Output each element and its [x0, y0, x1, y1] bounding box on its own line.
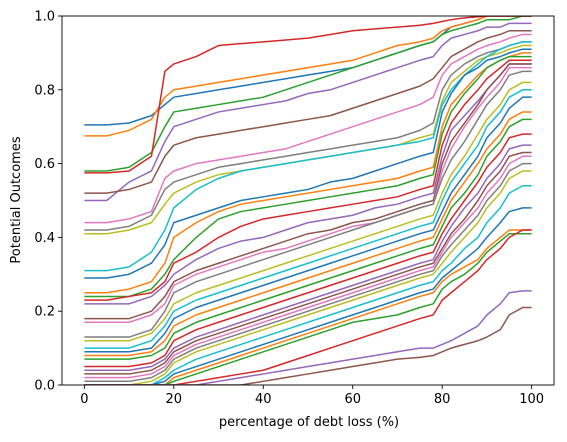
- y-tick-label: 1.0: [34, 10, 55, 25]
- series-line-33: [84, 232, 532, 385]
- series-line-13: [84, 55, 532, 298]
- series-line-24: [84, 133, 532, 368]
- series-line-19: [84, 81, 532, 342]
- series-line-8: [84, 41, 532, 231]
- series-line-22: [84, 111, 532, 357]
- x-tick-label: 80: [434, 392, 451, 407]
- series-line-30: [84, 184, 532, 385]
- series-line-7: [84, 33, 532, 224]
- series-line-18: [84, 70, 532, 338]
- series-line-31: [84, 207, 532, 385]
- x-tick-label: 40: [255, 392, 272, 407]
- x-axis-label: percentage of debt loss (%): [219, 415, 399, 430]
- x-tick-label: 0: [80, 392, 88, 407]
- series-line-28: [84, 162, 532, 383]
- axes-frame: [61, 15, 555, 386]
- series-line-29: [84, 170, 532, 385]
- y-tick-label: 0.0: [34, 379, 55, 394]
- series-line-20: [84, 89, 532, 349]
- series-line-32: [84, 229, 532, 385]
- x-axis-ticks: 0 20 40 60 80 100: [80, 385, 544, 407]
- x-tick-label: 60: [344, 392, 361, 407]
- series-line-26: [84, 151, 532, 375]
- series-line-14: [84, 59, 532, 301]
- series-line-21: [84, 96, 532, 353]
- series-line-11: [84, 48, 532, 279]
- y-tick-label: 0.4: [34, 231, 55, 246]
- series-line-5: [84, 22, 532, 202]
- y-tick-label: 0.8: [34, 83, 55, 98]
- series-line-17: [84, 66, 532, 324]
- series-lines: [84, 16, 532, 385]
- x-tick-label: 100: [519, 392, 544, 407]
- plot-frame: [61, 15, 555, 386]
- series-line-25: [84, 144, 532, 371]
- series-line-16: [84, 63, 532, 320]
- series-line-35: [84, 290, 532, 385]
- series-line-34: [84, 229, 532, 385]
- series-line-2: [84, 16, 532, 137]
- series-line-3: [84, 16, 532, 172]
- series-line-12: [84, 52, 532, 294]
- series-line-10: [84, 41, 532, 272]
- series-line-36: [84, 306, 532, 385]
- y-tick-label: 0.2: [34, 305, 55, 320]
- series-line-23: [84, 118, 532, 360]
- series-line-6: [84, 30, 532, 194]
- series-line-27: [84, 155, 532, 379]
- x-tick-label: 20: [166, 392, 183, 407]
- y-axis-label: Potential Outcomes: [9, 136, 24, 263]
- y-tick-label: 0.6: [34, 157, 55, 172]
- y-axis-ticks: 0.0 0.2 0.4 0.6 0.8 1.0: [34, 10, 62, 394]
